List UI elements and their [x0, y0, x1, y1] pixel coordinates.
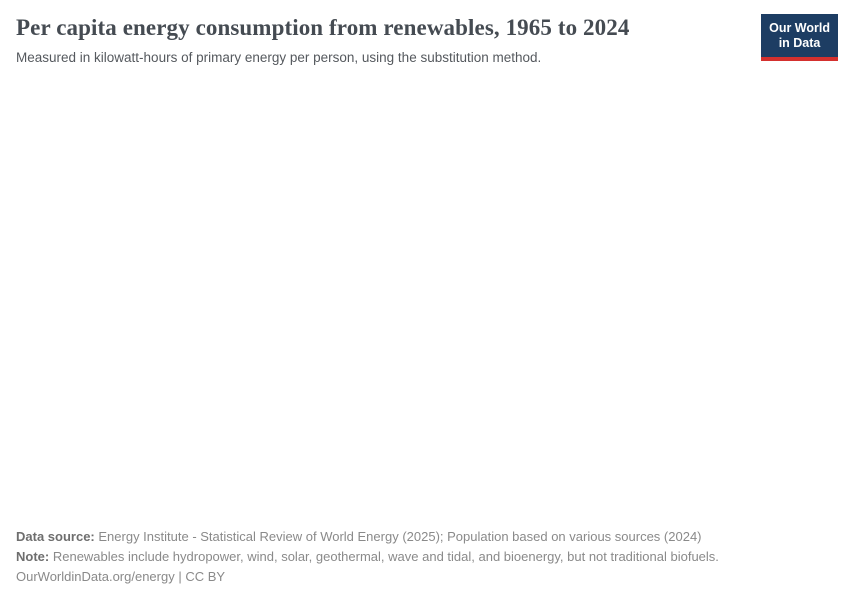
chart-footer: Data source: Energy Institute - Statisti… — [16, 527, 834, 587]
data-source-label: Data source: — [16, 529, 95, 544]
license-separator: | — [178, 569, 182, 584]
chart-plot-area — [0, 82, 850, 518]
owid-logo-line2: in Data — [778, 36, 821, 50]
owid-logo[interactable]: Our World in Data — [761, 14, 838, 61]
owid-logo-line1: Our World — [769, 21, 830, 35]
license-link[interactable]: CC BY — [185, 569, 226, 584]
footer-license-line: OurWorldinData.org/energy | CC BY — [16, 567, 834, 587]
note-text: Renewables include hydropower, wind, sol… — [52, 549, 719, 564]
chart-header: Per capita energy consumption from renew… — [16, 14, 750, 67]
page-title: Per capita energy consumption from renew… — [16, 15, 630, 40]
footer-data-source-line: Data source: Energy Institute - Statisti… — [16, 527, 834, 547]
note-label: Note: — [16, 549, 50, 564]
owid-url-link[interactable]: OurWorldinData.org/energy — [16, 569, 175, 584]
footer-note-line: Note: Renewables include hydropower, win… — [16, 547, 834, 567]
page-subtitle: Measured in kilowatt-hours of primary en… — [16, 50, 542, 65]
data-source-text: Energy Institute - Statistical Review of… — [98, 529, 702, 544]
